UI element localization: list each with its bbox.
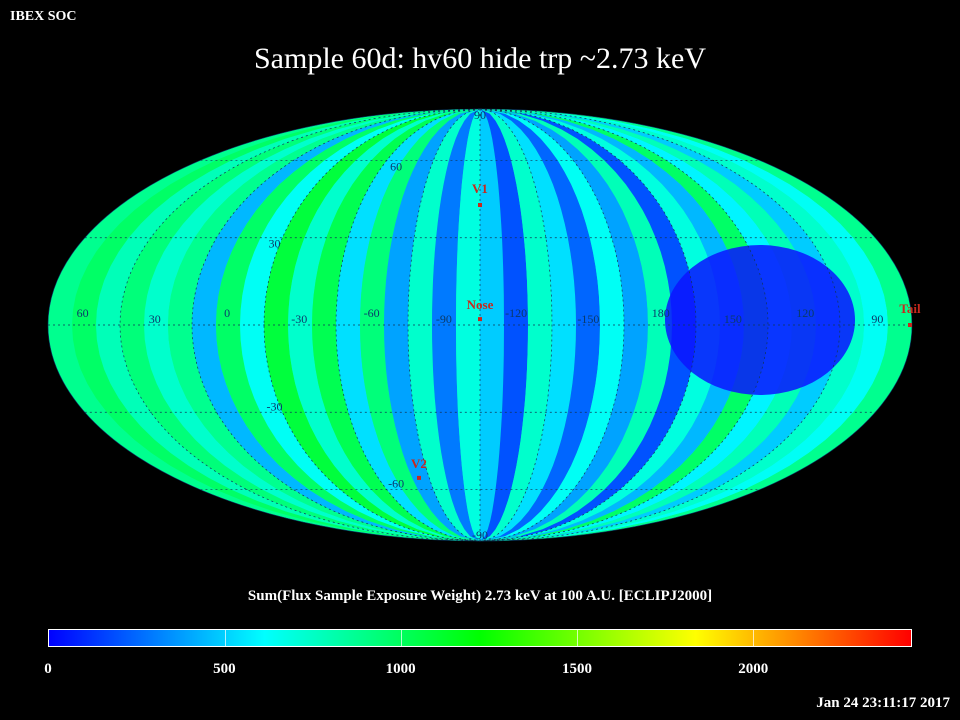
marker-label: V1 <box>472 181 488 196</box>
marker-label: V2 <box>411 456 427 471</box>
graticule <box>47 108 913 542</box>
longitude-line <box>479 108 553 542</box>
colorbar-tick-label: 500 <box>213 661 236 677</box>
marker-label: Nose <box>467 297 494 312</box>
flux-strip <box>480 109 600 541</box>
flux-strip <box>384 109 480 541</box>
longitude-label: 30 <box>149 312 161 326</box>
longitude-label: 120 <box>796 306 814 320</box>
colorbar-title: Sum(Flux Sample Exposure Weight) 2.73 ke… <box>247 588 713 604</box>
grid-labels: 60 30 0 -30 -60 -90 -120 -150 180 150 120 90 90 60 30 -… <box>77 108 884 542</box>
flux-strip <box>336 109 480 541</box>
longitude-label: 0 <box>224 306 230 320</box>
longitude-label: 150 <box>724 312 742 326</box>
marker-label: Tail <box>899 301 921 316</box>
colorbar-divider <box>576 630 578 646</box>
colorbar-tick-label: 0 <box>44 661 52 677</box>
corner-label: IBEX SOC <box>10 9 77 24</box>
latitude-label: -60 <box>388 477 404 491</box>
colorbar-tick-label: 1000 <box>385 661 416 677</box>
timestamp: Jan 24 23:11:17 2017 <box>816 695 950 711</box>
colorbar-divider <box>752 630 754 646</box>
longitude-line <box>191 108 481 542</box>
map-markers: V1 Nose V2 Tail <box>411 181 921 480</box>
marker-dot <box>417 475 421 480</box>
flux-strip <box>480 109 624 541</box>
latitude-label: 60 <box>390 159 402 173</box>
colorbar-divider <box>400 630 402 646</box>
longitude-line <box>407 108 481 542</box>
longitude-line <box>335 108 481 542</box>
latitude-label: 30 <box>269 237 281 251</box>
colorbar-divider <box>224 630 226 646</box>
flux-strip <box>480 109 576 541</box>
flux-strip <box>480 109 552 541</box>
longitude-label: -150 <box>577 312 599 326</box>
longitude-label: 90 <box>871 312 883 326</box>
longitude-line <box>479 108 769 542</box>
longitude-line <box>479 108 625 542</box>
flux-strip <box>480 109 648 541</box>
marker-dot <box>908 323 912 327</box>
marker-dot <box>478 317 482 322</box>
colorbar-tick-label: 2000 <box>738 661 769 677</box>
colorbar <box>48 629 912 647</box>
low-flux-region <box>665 245 855 395</box>
longitude-line <box>479 108 841 542</box>
flux-strip <box>408 109 480 541</box>
marker-dot <box>478 203 482 207</box>
page-title: Sample 60d: hv60 hide trp ~2.73 keV <box>253 42 706 75</box>
flux-strip <box>312 109 480 541</box>
flux-strips <box>48 109 912 541</box>
latitude-label: -90 <box>472 528 488 542</box>
longitude-label: -30 <box>291 312 307 326</box>
longitude-line <box>263 108 481 542</box>
flux-strip <box>480 109 504 541</box>
longitude-line <box>119 108 481 542</box>
longitude-label: -60 <box>364 306 380 320</box>
longitude-line <box>479 108 697 542</box>
longitude-label: -90 <box>436 312 452 326</box>
longitude-label: 180 <box>652 306 670 320</box>
colorbar-tick-label: 1500 <box>561 661 592 677</box>
longitude-label: -120 <box>505 306 527 320</box>
latitude-label: -30 <box>267 399 283 413</box>
latitude-label: 90 <box>474 108 486 122</box>
longitude-label: 60 <box>77 306 89 320</box>
flux-strip <box>360 109 480 541</box>
